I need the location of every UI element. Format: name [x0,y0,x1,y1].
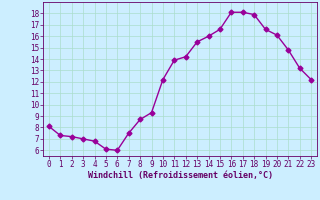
X-axis label: Windchill (Refroidissement éolien,°C): Windchill (Refroidissement éolien,°C) [87,171,273,180]
